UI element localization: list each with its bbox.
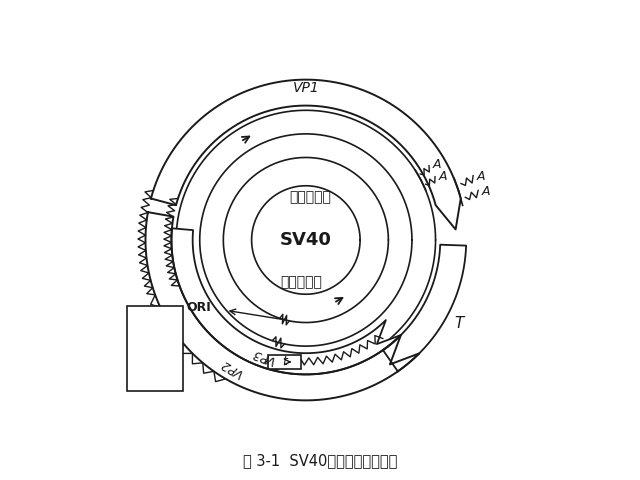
Text: 图 3-1  SV40病毒基因组的结构: 图 3-1 SV40病毒基因组的结构 [243, 453, 397, 468]
Text: A: A [432, 158, 441, 171]
Polygon shape [383, 245, 466, 372]
Polygon shape [145, 212, 419, 400]
Polygon shape [151, 80, 461, 229]
Text: t: t [282, 355, 287, 369]
Text: VP1: VP1 [292, 81, 319, 95]
Text: T: T [454, 316, 464, 331]
Text: A: A [477, 170, 485, 183]
Text: A: A [438, 170, 447, 183]
Text: 早期转录区: 早期转录区 [280, 276, 322, 289]
Text: VP2: VP2 [218, 356, 246, 379]
Text: ORI: ORI [187, 301, 211, 314]
Bar [268, 355, 301, 369]
Text: VP3: VP3 [250, 346, 277, 367]
Text: A: A [481, 185, 490, 198]
Text: 晚期转录区: 晚期转录区 [290, 191, 332, 204]
Polygon shape [172, 228, 401, 374]
Bar [127, 306, 183, 391]
Text: SV40: SV40 [280, 231, 332, 249]
